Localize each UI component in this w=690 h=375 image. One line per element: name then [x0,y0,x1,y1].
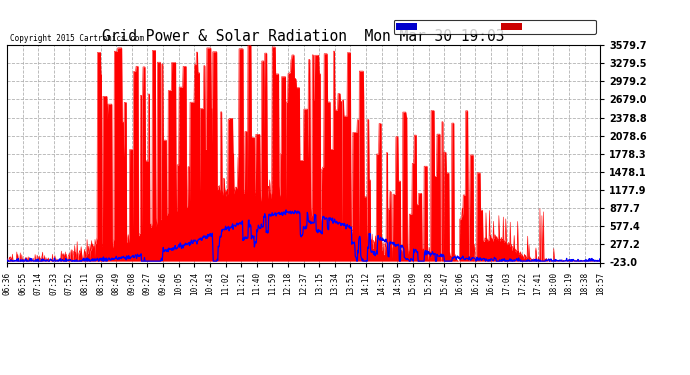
Text: Copyright 2015 Cartronics.com: Copyright 2015 Cartronics.com [10,34,144,43]
Title: Grid Power & Solar Radiation  Mon Mar 30 19:03: Grid Power & Solar Radiation Mon Mar 30 … [102,29,505,44]
Legend: Radiation (W/m2), Grid (AC Watts): Radiation (W/m2), Grid (AC Watts) [394,20,596,34]
